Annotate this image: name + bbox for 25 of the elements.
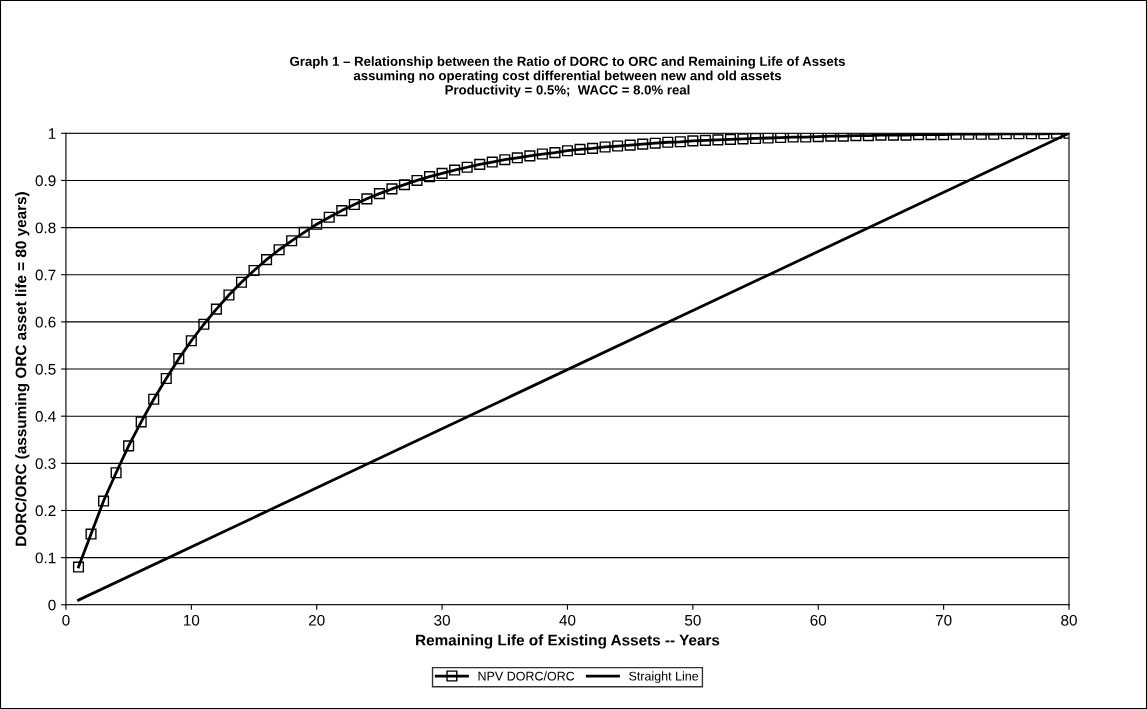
x-axis-title: Remaining Life of Existing Assets -- Years <box>416 634 720 649</box>
legend-label: NPV DORC/ORC <box>478 671 575 681</box>
y-tick-label: 0 <box>48 599 56 611</box>
y-tick-label: 0.5 <box>35 363 56 375</box>
y-tick-label: 0.7 <box>35 269 56 281</box>
x-tick-label: 10 <box>184 614 200 626</box>
y-tick-label: 1 <box>48 128 56 139</box>
chart-title: Graph 1 – Relationship between the Ratio of DORC to ORC and Remaining Life of Assets assuming no operating cost differential between new and old assets Productivity = 0.5%; WACC = 8.0% real <box>290 56 845 98</box>
x-tick-label: 80 <box>1061 614 1077 626</box>
y-axis-title: DORC/ORC (assuming ORC asset life = 80 years) <box>15 192 30 546</box>
x-tick-label: 70 <box>935 614 952 626</box>
y-tick-label: 0.8 <box>35 222 56 234</box>
x-tick-label: 50 <box>684 614 701 626</box>
x-tick-label: 0 <box>62 614 70 626</box>
x-tick-label: 30 <box>434 614 450 626</box>
legend-label: Straight Line <box>629 671 699 684</box>
y-tick-label: 0.1 <box>35 552 56 564</box>
y-tick-label: 0.4 <box>35 411 56 422</box>
x-tick-label: 60 <box>810 614 827 626</box>
y-tick-label: 0.6 <box>35 316 56 328</box>
y-tick-label: 0.9 <box>35 175 56 187</box>
y-tick-label: 0.2 <box>35 505 56 517</box>
y-tick-label: 0.3 <box>35 458 56 470</box>
x-tick-label: 20 <box>308 614 325 626</box>
x-tick-label: 40 <box>559 614 576 626</box>
